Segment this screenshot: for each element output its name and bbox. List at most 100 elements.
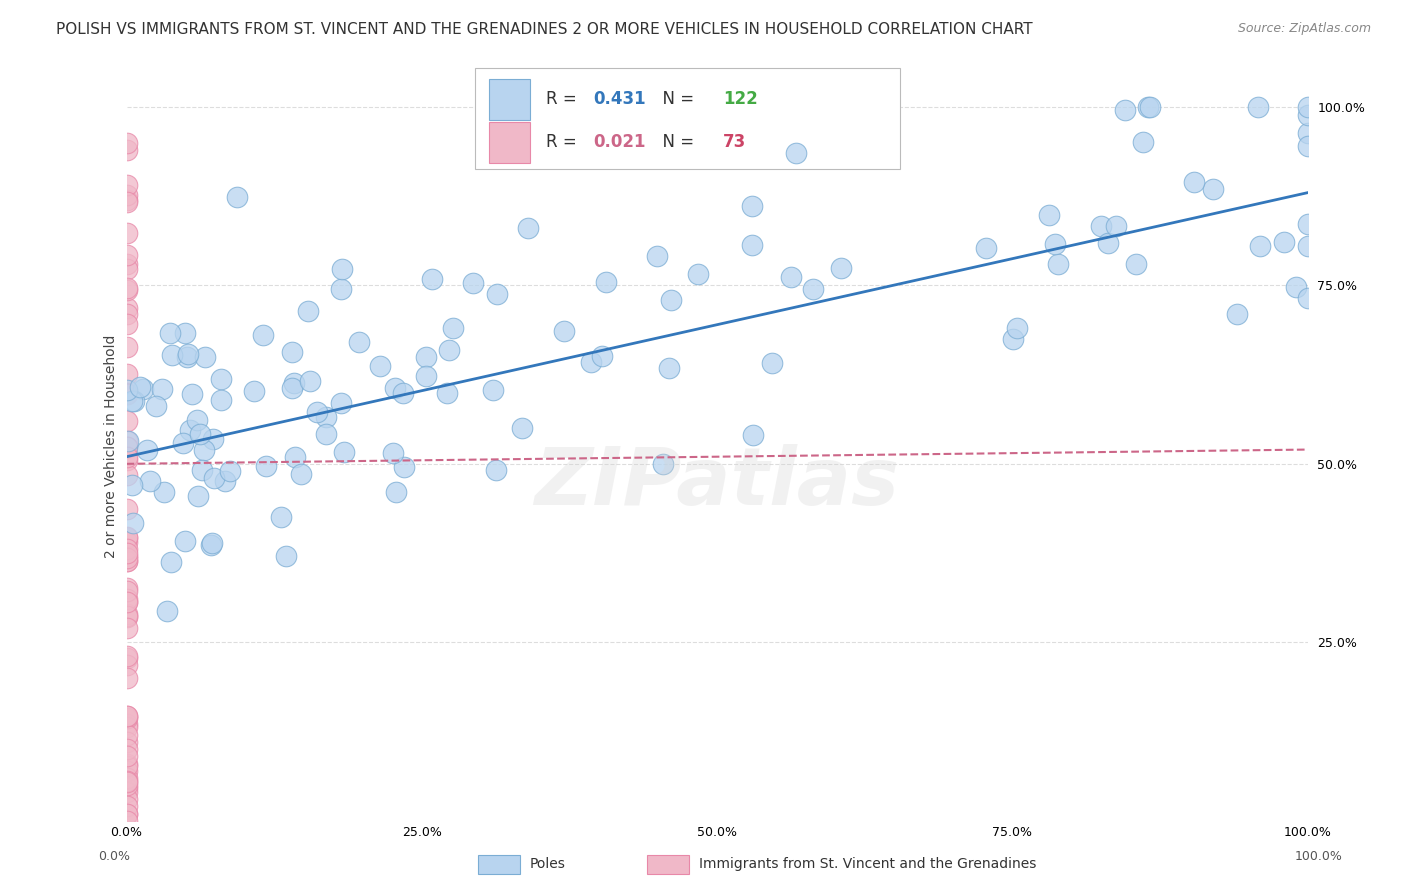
Point bbox=[177, 346, 200, 360]
Point bbox=[135, 443, 157, 458]
FancyBboxPatch shape bbox=[478, 855, 520, 874]
Point bbox=[415, 368, 437, 383]
Point bbox=[976, 241, 998, 255]
Point bbox=[1296, 239, 1319, 253]
Point bbox=[174, 326, 197, 340]
Y-axis label: 2 or more Vehicles in Household: 2 or more Vehicles in Household bbox=[104, 334, 118, 558]
Point bbox=[115, 764, 138, 778]
Point bbox=[392, 459, 415, 474]
Point bbox=[209, 372, 232, 386]
Point bbox=[194, 351, 217, 365]
Text: 122: 122 bbox=[723, 90, 758, 108]
Point bbox=[115, 434, 138, 448]
Text: Source: ZipAtlas.com: Source: ZipAtlas.com bbox=[1237, 22, 1371, 36]
Point bbox=[284, 450, 307, 465]
Point bbox=[172, 436, 194, 450]
Point bbox=[510, 421, 533, 435]
FancyBboxPatch shape bbox=[647, 855, 689, 874]
Point bbox=[315, 427, 337, 442]
Point bbox=[115, 386, 138, 401]
Point bbox=[115, 728, 138, 742]
Point bbox=[115, 261, 138, 276]
Point bbox=[145, 400, 167, 414]
Point bbox=[332, 444, 354, 458]
Point bbox=[437, 343, 460, 358]
Point bbox=[415, 351, 437, 365]
Point bbox=[658, 361, 681, 376]
Point bbox=[553, 325, 575, 339]
Point bbox=[209, 392, 232, 407]
Point bbox=[121, 478, 143, 492]
FancyBboxPatch shape bbox=[475, 68, 900, 169]
Point bbox=[115, 226, 138, 240]
Point bbox=[1296, 139, 1319, 153]
Point bbox=[276, 549, 298, 563]
Point bbox=[187, 489, 209, 503]
Point bbox=[115, 595, 138, 609]
Point bbox=[115, 758, 138, 772]
Point bbox=[115, 301, 138, 315]
Point bbox=[122, 393, 145, 408]
Point bbox=[785, 145, 807, 160]
Point bbox=[115, 717, 138, 731]
Point bbox=[1249, 239, 1271, 253]
Point bbox=[349, 335, 371, 350]
Point bbox=[139, 474, 162, 488]
Point bbox=[482, 383, 505, 397]
Point bbox=[115, 136, 138, 150]
Point bbox=[315, 409, 337, 424]
Point bbox=[115, 806, 138, 821]
Point bbox=[115, 535, 138, 549]
Point bbox=[283, 376, 305, 391]
Point bbox=[659, 293, 682, 308]
Point bbox=[153, 484, 176, 499]
Point bbox=[115, 178, 138, 193]
Point bbox=[115, 441, 138, 455]
Point bbox=[1272, 235, 1295, 249]
Point bbox=[516, 221, 538, 235]
Point bbox=[485, 462, 508, 476]
Point bbox=[254, 459, 277, 474]
Point bbox=[1296, 100, 1319, 114]
Point bbox=[115, 792, 138, 806]
Point bbox=[115, 721, 138, 735]
Point bbox=[1296, 108, 1319, 122]
Point bbox=[152, 382, 174, 396]
Point bbox=[115, 193, 138, 207]
Point bbox=[115, 778, 138, 792]
Point bbox=[115, 386, 138, 401]
Text: 0.431: 0.431 bbox=[593, 90, 645, 108]
Point bbox=[115, 672, 138, 686]
Point bbox=[202, 432, 225, 446]
Point bbox=[115, 651, 138, 665]
Point bbox=[129, 380, 152, 394]
Point bbox=[1090, 219, 1112, 234]
Point bbox=[115, 709, 138, 723]
Point bbox=[270, 510, 292, 524]
Point bbox=[115, 414, 138, 428]
Point bbox=[179, 423, 201, 437]
Point bbox=[115, 595, 138, 609]
Point bbox=[115, 257, 138, 271]
Point bbox=[579, 354, 602, 368]
Point bbox=[1139, 100, 1161, 114]
Point bbox=[214, 474, 236, 488]
Point bbox=[115, 549, 138, 563]
Point bbox=[1097, 236, 1119, 251]
Text: Poles: Poles bbox=[530, 857, 567, 871]
Point bbox=[115, 607, 138, 621]
Point bbox=[115, 450, 138, 464]
Text: R =: R = bbox=[546, 90, 582, 108]
Point bbox=[115, 501, 138, 516]
Point bbox=[121, 394, 143, 409]
Point bbox=[115, 452, 138, 467]
Point bbox=[191, 463, 214, 477]
Point bbox=[298, 375, 321, 389]
Point bbox=[115, 143, 138, 157]
Point bbox=[305, 405, 328, 419]
Point bbox=[645, 249, 668, 263]
FancyBboxPatch shape bbox=[489, 121, 530, 162]
Point bbox=[115, 709, 138, 723]
Point bbox=[391, 386, 413, 401]
Text: 0.021: 0.021 bbox=[593, 133, 645, 151]
